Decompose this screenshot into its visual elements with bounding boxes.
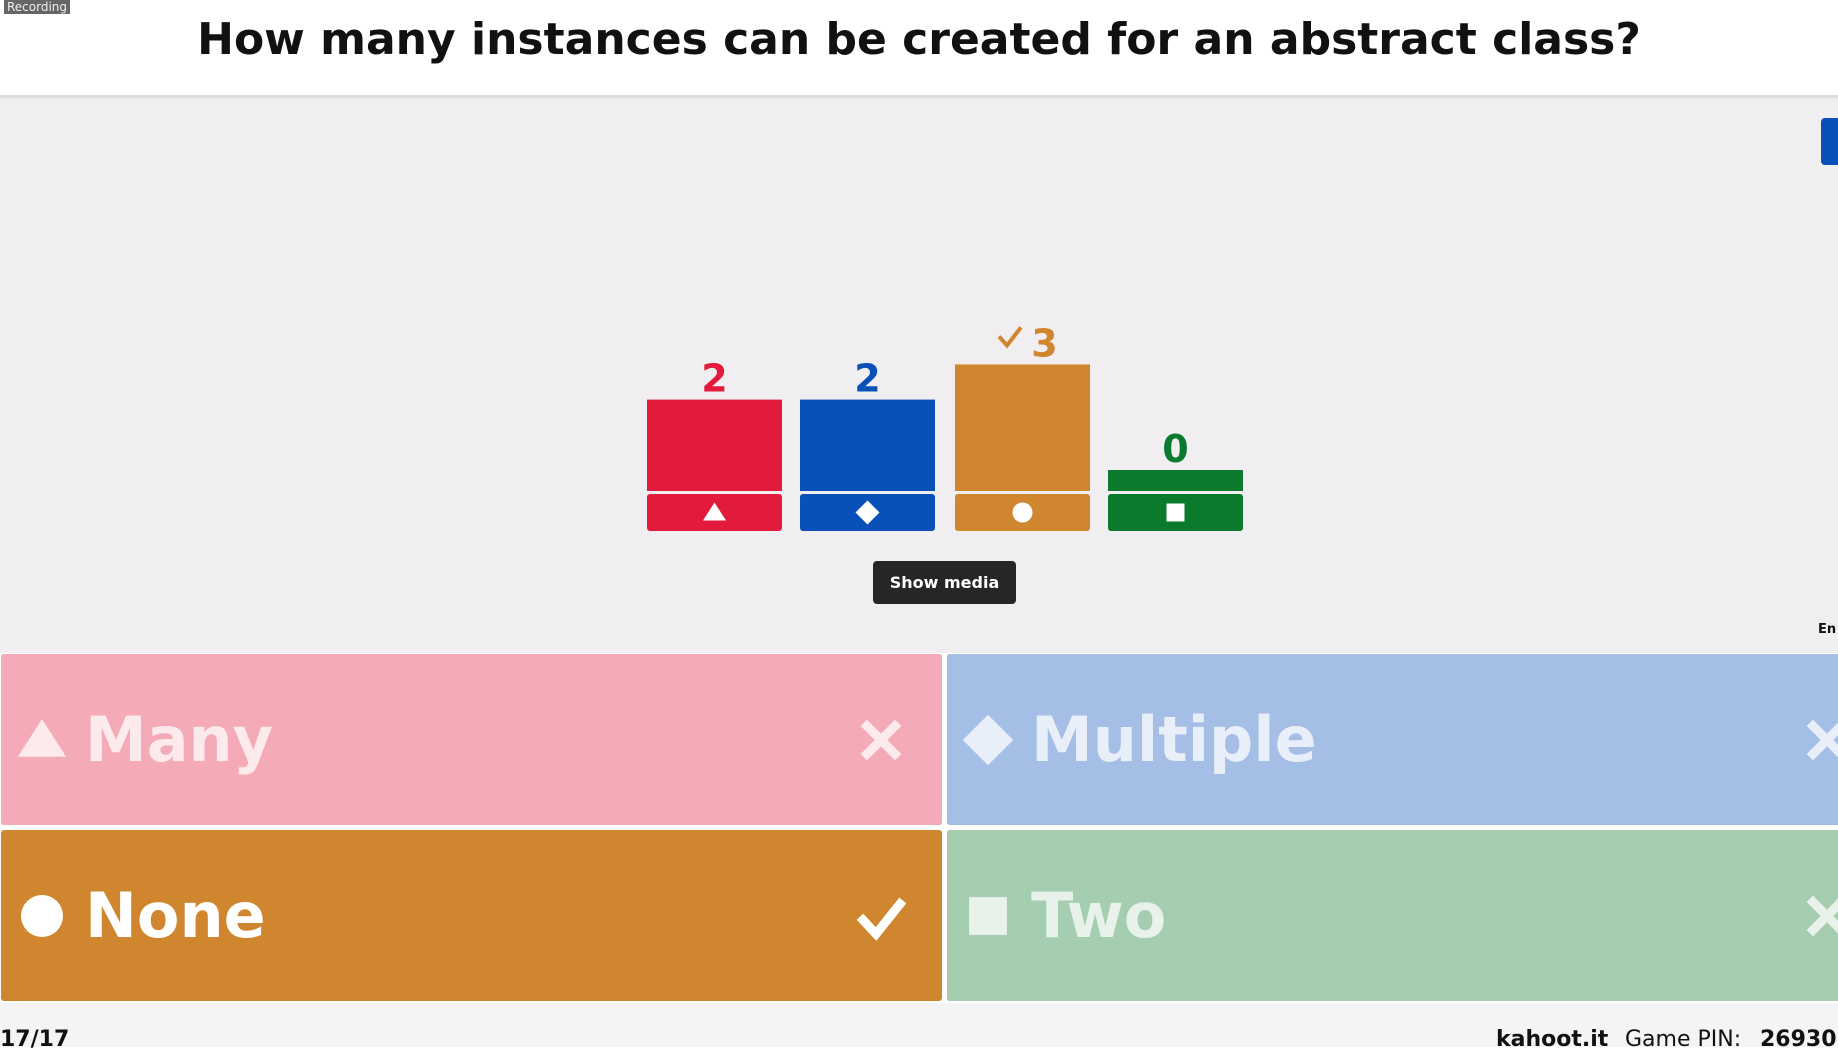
result-count: 2 xyxy=(854,357,880,401)
recording-badge: Recording xyxy=(4,0,71,14)
wrong-mark xyxy=(860,719,902,761)
correct-check xyxy=(997,326,1023,349)
results-chart: 2 2 3 0 xyxy=(647,321,1243,531)
result-bar xyxy=(647,399,782,491)
shape-icon xyxy=(21,895,63,937)
footer: 17/17 kahoot.it Game PIN: 26930 xyxy=(0,1003,1838,1052)
show-media-button[interactable]: Show media xyxy=(873,561,1016,604)
result-bar xyxy=(1108,470,1243,491)
answer-text: Many xyxy=(85,703,274,776)
tile-icons xyxy=(969,895,1838,937)
result-count: 2 xyxy=(701,357,727,401)
answer-tile: Many xyxy=(1,654,942,825)
answer-tile: Multiple xyxy=(947,654,1838,825)
pin-label: Game PIN: xyxy=(1625,1027,1742,1052)
wrong-mark xyxy=(1806,719,1838,761)
result-bar xyxy=(955,364,1090,491)
tile-icons xyxy=(962,714,1838,766)
progress: 17/17 xyxy=(0,1027,70,1052)
results-stage: 2 2 3 0 Show media En xyxy=(0,98,1838,653)
shape-icon xyxy=(1166,503,1185,522)
answer-tile: None xyxy=(1,830,942,1001)
pin: 26930 xyxy=(1760,1027,1837,1052)
wrong-mark xyxy=(1806,895,1838,937)
answer-tile: Two xyxy=(947,830,1838,1001)
shape-icon xyxy=(17,719,67,757)
shape-icon xyxy=(703,502,726,521)
side-label: En xyxy=(1818,622,1837,637)
shape-icon xyxy=(855,500,880,525)
answer-text: Multiple xyxy=(1031,703,1317,776)
shape-icon xyxy=(969,897,1007,935)
answer-text: Two xyxy=(1031,879,1167,952)
result-count: 3 xyxy=(1031,321,1057,365)
shape-icon xyxy=(962,714,1014,766)
header: Recording How many instances can be crea… xyxy=(0,0,1838,98)
result-bar xyxy=(800,399,935,491)
tile-icons xyxy=(21,895,907,941)
result-count: 0 xyxy=(1162,427,1188,471)
tile-icons xyxy=(17,719,902,761)
answer-text: None xyxy=(85,879,266,952)
site: kahoot.it xyxy=(1496,1027,1609,1052)
shape-icon xyxy=(1012,502,1033,523)
correct-mark xyxy=(856,897,907,941)
next-button[interactable] xyxy=(1821,118,1838,165)
question: How many instances can be created for an… xyxy=(197,14,1641,65)
